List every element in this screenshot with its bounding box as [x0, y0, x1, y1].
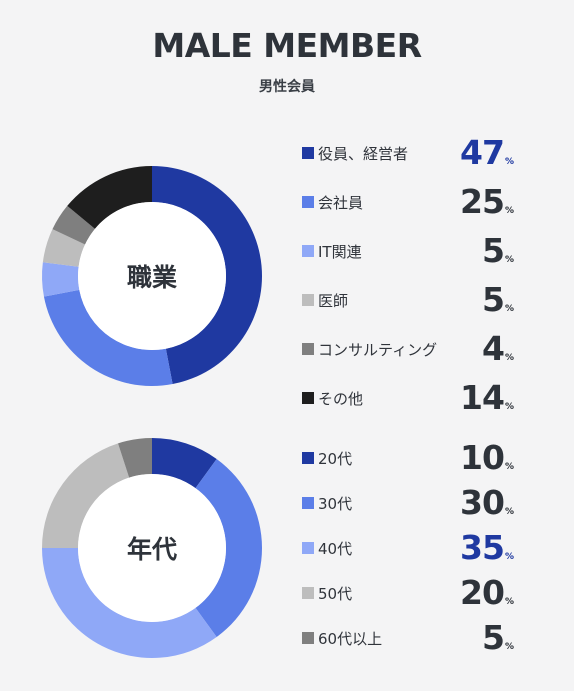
occupation-donut-chart: 職業 [40, 164, 264, 388]
legend-label: コンサルティング [318, 341, 438, 359]
legend-label: 30代 [318, 495, 353, 513]
percent-sign: % [504, 255, 514, 265]
legend-item: コンサルティング 4% [300, 329, 514, 369]
value-number: 30 [460, 483, 505, 522]
percent-sign: % [504, 507, 514, 517]
value-number: 5 [482, 280, 505, 319]
value-number: 4 [482, 329, 505, 368]
age-donut-chart: 年代 [40, 436, 264, 660]
legend-swatch [302, 294, 314, 306]
legend-value: 14% [460, 378, 514, 417]
legend-item: 20代 10% [300, 438, 514, 478]
legend-label: 40代 [318, 540, 353, 558]
donut-hole [78, 202, 226, 350]
donut-slice [42, 229, 86, 267]
legend-item: 50代 20% [300, 573, 514, 613]
legend-label: その他 [318, 390, 364, 408]
legend-value: 5% [482, 618, 514, 657]
value-number: 25 [460, 182, 505, 221]
value-number: 10 [460, 438, 505, 477]
legend-value: 4% [482, 329, 514, 368]
occupation-legend: 役員、経営者 47% 会社員 25% IT関連 5% 医師 5% コンサルティング 4% その他 14… [300, 133, 514, 423]
value-number: 20 [460, 573, 505, 612]
legend-item: IT関連 5% [300, 231, 514, 271]
legend-swatch [302, 542, 314, 554]
legend-swatch [302, 497, 314, 509]
age-legend: 20代 10% 30代 30% 40代 35% 50代 20% 60代以上 5% [300, 438, 514, 668]
donut-slice [67, 166, 152, 229]
legend-swatch [302, 587, 314, 599]
donut-slice [195, 459, 262, 637]
legend-value: 35% [460, 528, 514, 567]
legend-swatch [302, 196, 314, 208]
donut-slice [42, 262, 80, 297]
legend-value: 47% [460, 133, 514, 172]
legend-swatch [302, 632, 314, 644]
legend-item: 会社員 25% [300, 182, 514, 222]
legend-label: 役員、経営者 [318, 145, 409, 163]
donut-slice [118, 438, 152, 478]
legend-item: 40代 35% [300, 528, 514, 568]
legend-label: 50代 [318, 585, 353, 603]
donut-slice [42, 443, 130, 548]
legend-value: 5% [482, 231, 514, 270]
legend-item: 役員、経営者 47% [300, 133, 514, 173]
percent-sign: % [504, 597, 514, 607]
legend-swatch [302, 245, 314, 257]
percent-sign: % [504, 462, 514, 472]
legend-label: 20代 [318, 450, 353, 468]
legend-item: その他 14% [300, 378, 514, 418]
legend-item: 30代 30% [300, 483, 514, 523]
percent-sign: % [504, 206, 514, 216]
legend-item: 医師 5% [300, 280, 514, 320]
value-number: 14 [460, 378, 505, 417]
percent-sign: % [504, 642, 514, 652]
page-title: MALE MEMBER [152, 26, 422, 65]
donut-slice [152, 166, 262, 385]
donut-slice [52, 205, 95, 245]
legend-label: IT関連 [318, 243, 362, 261]
legend-label: 60代以上 [318, 630, 383, 648]
legend-value: 5% [482, 280, 514, 319]
legend-label: 会社員 [318, 194, 364, 212]
percent-sign: % [504, 353, 514, 363]
donut-slice [152, 438, 217, 489]
legend-swatch [302, 392, 314, 404]
percent-sign: % [504, 304, 514, 314]
page-subtitle: 男性会員 [259, 79, 315, 95]
legend-value: 25% [460, 182, 514, 221]
legend-swatch [302, 147, 314, 159]
value-number: 5 [482, 618, 505, 657]
legend-value: 10% [460, 438, 514, 477]
legend-item: 60代以上 5% [300, 618, 514, 658]
legend-value: 20% [460, 573, 514, 612]
legend-value: 30% [460, 483, 514, 522]
donut-slice [42, 548, 217, 658]
legend-swatch [302, 343, 314, 355]
legend-swatch [302, 452, 314, 464]
value-number: 35 [460, 528, 505, 567]
percent-sign: % [504, 157, 514, 167]
donut-slice [43, 289, 173, 386]
value-number: 5 [482, 231, 505, 270]
donut-hole [78, 474, 226, 622]
value-number: 47 [460, 133, 505, 172]
percent-sign: % [504, 402, 514, 412]
percent-sign: % [504, 552, 514, 562]
legend-label: 医師 [318, 292, 349, 310]
